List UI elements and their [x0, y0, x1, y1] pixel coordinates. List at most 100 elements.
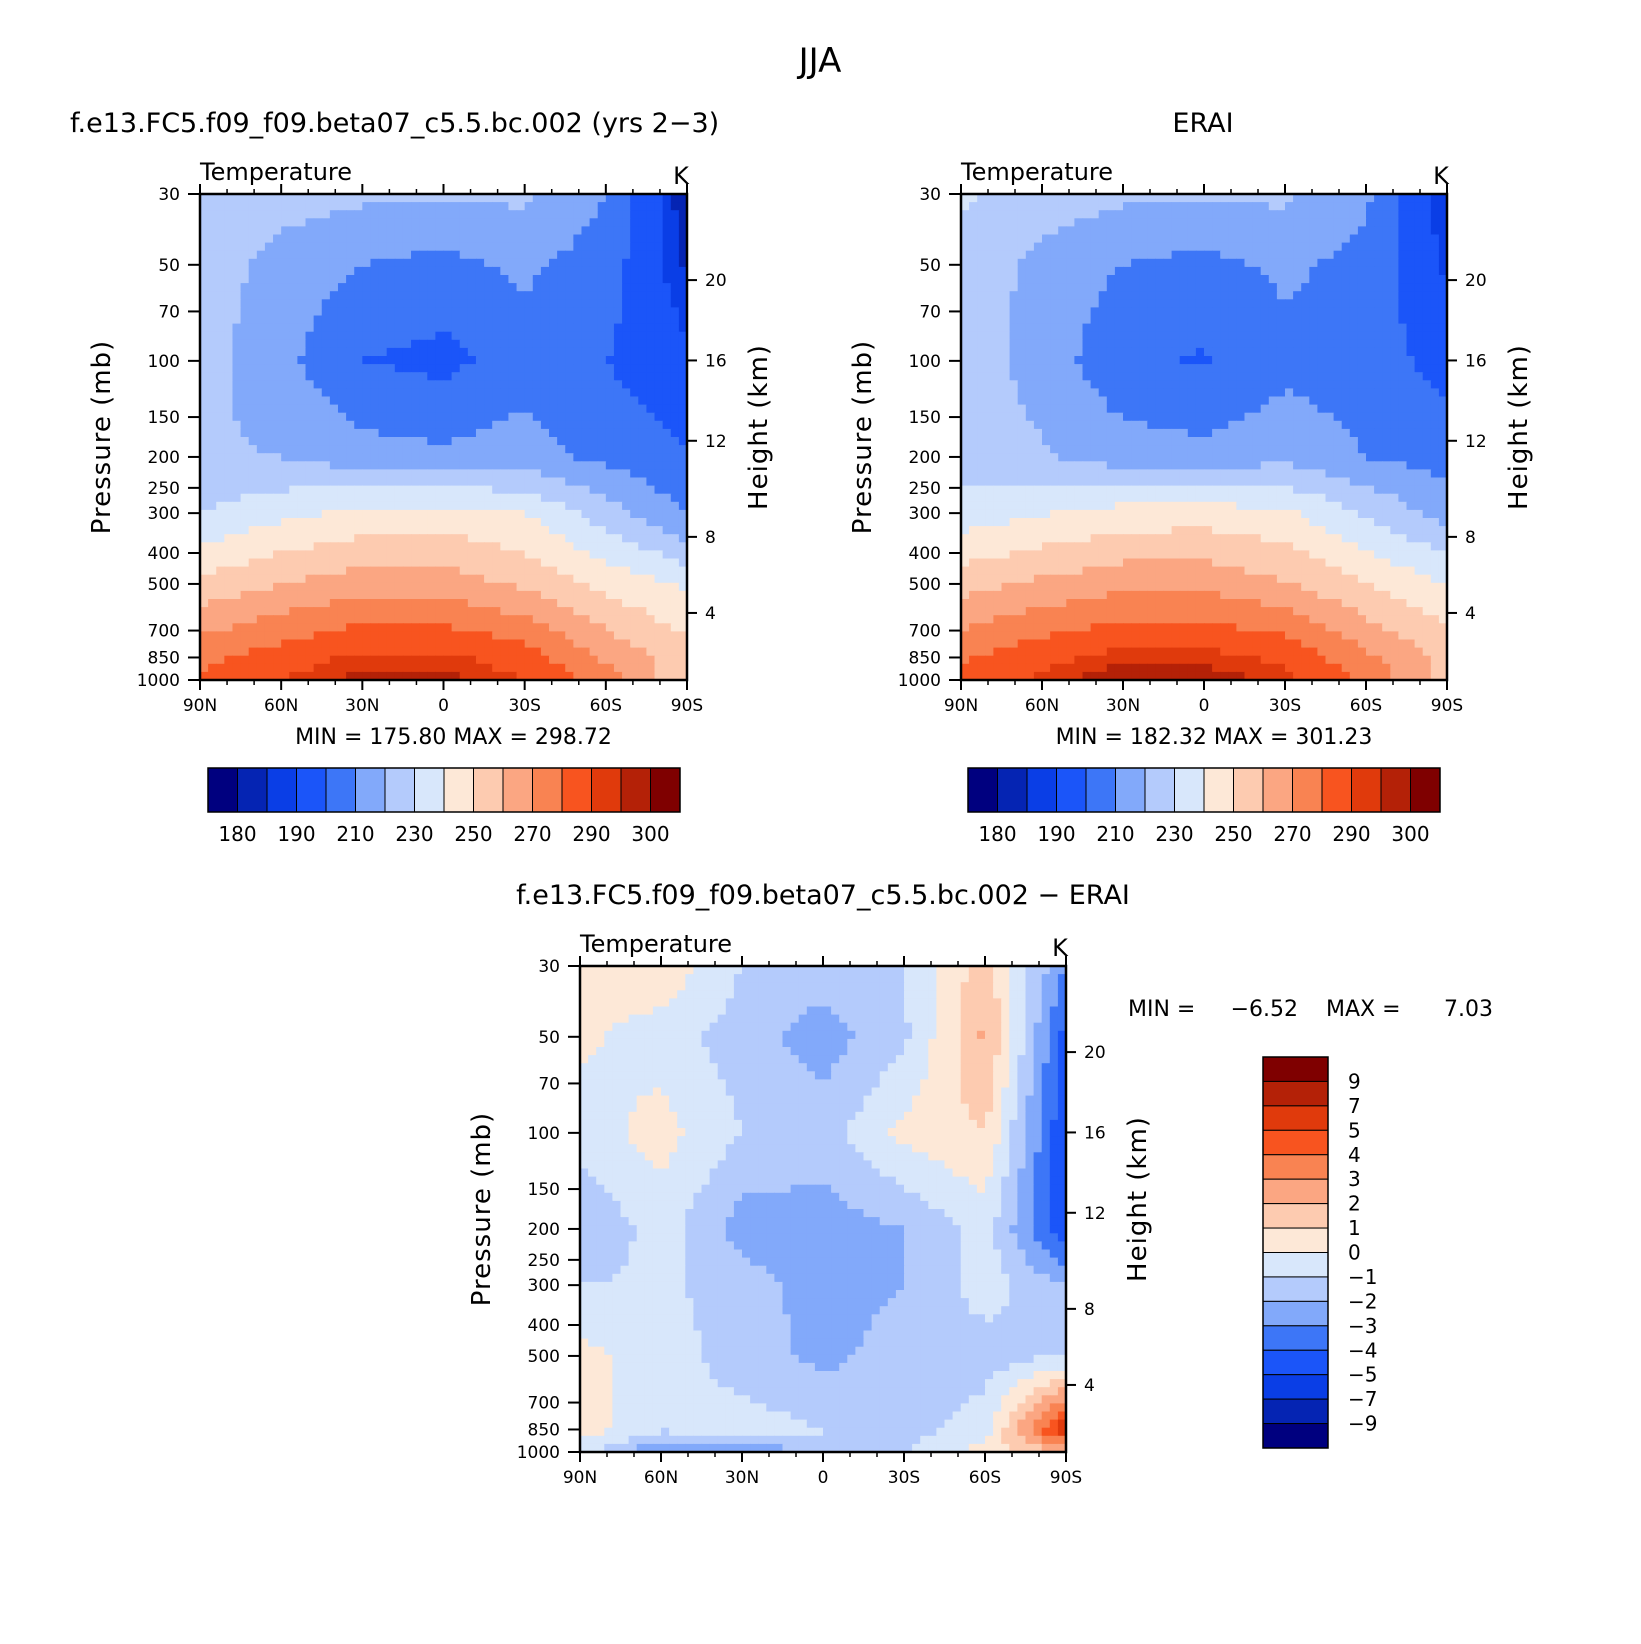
field-cell: [492, 202, 501, 211]
x-tick-label: 30N: [345, 696, 379, 716]
field-cell: [1309, 339, 1318, 349]
field-cell: [370, 283, 380, 292]
field-cell: [484, 339, 493, 349]
field-cell: [646, 445, 656, 454]
field-cell: [224, 623, 234, 632]
field-cell: [573, 323, 583, 333]
field-cell: [475, 574, 485, 584]
field-cell: [386, 194, 396, 203]
field-cell: [459, 234, 469, 244]
field-cell: [638, 364, 648, 373]
field-cell: [540, 315, 550, 325]
field-cell: [337, 388, 347, 398]
field-cell: [337, 566, 347, 576]
field-cell: [1398, 202, 1408, 211]
field-cell: [1438, 291, 1448, 300]
field-cell: [240, 542, 250, 551]
field-cell: [662, 202, 672, 211]
field-cell: [305, 266, 315, 276]
field-cell: [1082, 339, 1092, 349]
field-cell: [1082, 347, 1092, 357]
field-cell: [321, 339, 331, 349]
field-cell: [540, 647, 550, 657]
field-cell: [1422, 315, 1432, 325]
field-cell: [1025, 307, 1035, 317]
field-cell: [475, 526, 485, 535]
field-cell: [394, 291, 404, 300]
field-cell: [1025, 364, 1035, 373]
field-cell: [589, 469, 599, 479]
field-cell: [605, 242, 615, 252]
field-cell: [605, 582, 615, 592]
field-cell: [654, 615, 664, 624]
field-cell: [492, 493, 501, 503]
field-cell: [427, 323, 436, 333]
field-cell: [1390, 339, 1399, 349]
field-cell: [475, 356, 485, 365]
field-cell: [993, 266, 1003, 276]
field-cell: [443, 445, 453, 454]
field-cell: [256, 388, 266, 398]
field-cell: [1171, 307, 1181, 317]
field-cell: [1244, 250, 1254, 260]
field-cell: [1050, 356, 1059, 365]
field-cell: [492, 339, 501, 349]
field-cell: [321, 655, 331, 665]
field-cell: [248, 275, 258, 284]
field-cell: [1131, 266, 1140, 276]
field-cell: [1276, 291, 1286, 300]
field-cell: [346, 631, 355, 641]
field-cell: [977, 226, 986, 236]
field-cell: [435, 226, 445, 236]
field-cell: [1398, 226, 1408, 236]
field-cell: [1333, 218, 1343, 227]
field-cell: [362, 266, 372, 276]
field-cell: [605, 574, 615, 584]
field-cell: [346, 323, 355, 333]
field-cell: [549, 299, 558, 308]
field-cell: [289, 639, 298, 649]
field-cell: [354, 518, 363, 527]
field-cell: [289, 202, 298, 211]
field-cell: [549, 615, 558, 624]
field-cell: [435, 631, 445, 641]
field-cell: [419, 437, 428, 446]
field-cell: [467, 347, 477, 357]
field-cell: [1001, 347, 1011, 357]
field-cell: [500, 550, 510, 560]
field-cell: [435, 582, 445, 592]
field-cell: [516, 445, 526, 454]
field-cell: [281, 428, 290, 438]
field-cell: [565, 469, 574, 479]
field-cell: [1325, 339, 1335, 349]
field-cell: [581, 291, 591, 300]
field-cell: [443, 356, 453, 365]
field-cell: [411, 615, 420, 624]
field-cell: [200, 639, 209, 649]
field-cell: [1204, 283, 1213, 292]
field-cell: [321, 323, 331, 333]
field-cell: [1374, 242, 1383, 252]
field-cell: [354, 437, 363, 446]
field-cell: [1025, 323, 1035, 333]
field-cell: [386, 518, 396, 527]
field-cell: [289, 420, 298, 430]
field-cell: [500, 210, 510, 219]
field-cell: [630, 550, 639, 560]
field-cell: [1228, 250, 1237, 260]
field-cell: [256, 461, 266, 470]
field-cell: [1147, 210, 1156, 219]
field-cell: [670, 234, 680, 244]
field-cell: [216, 469, 225, 479]
field-cell: [557, 299, 566, 308]
field-cell: [1414, 315, 1424, 325]
field-cell: [678, 509, 688, 519]
field-cell: [1066, 266, 1075, 276]
field-cell: [1187, 210, 1197, 219]
field-cell: [305, 663, 315, 673]
field-cell: [654, 299, 664, 308]
field-cell: [346, 526, 355, 535]
field-cell: [1001, 275, 1011, 284]
field-cell: [549, 526, 558, 535]
field-cell: [630, 347, 639, 357]
